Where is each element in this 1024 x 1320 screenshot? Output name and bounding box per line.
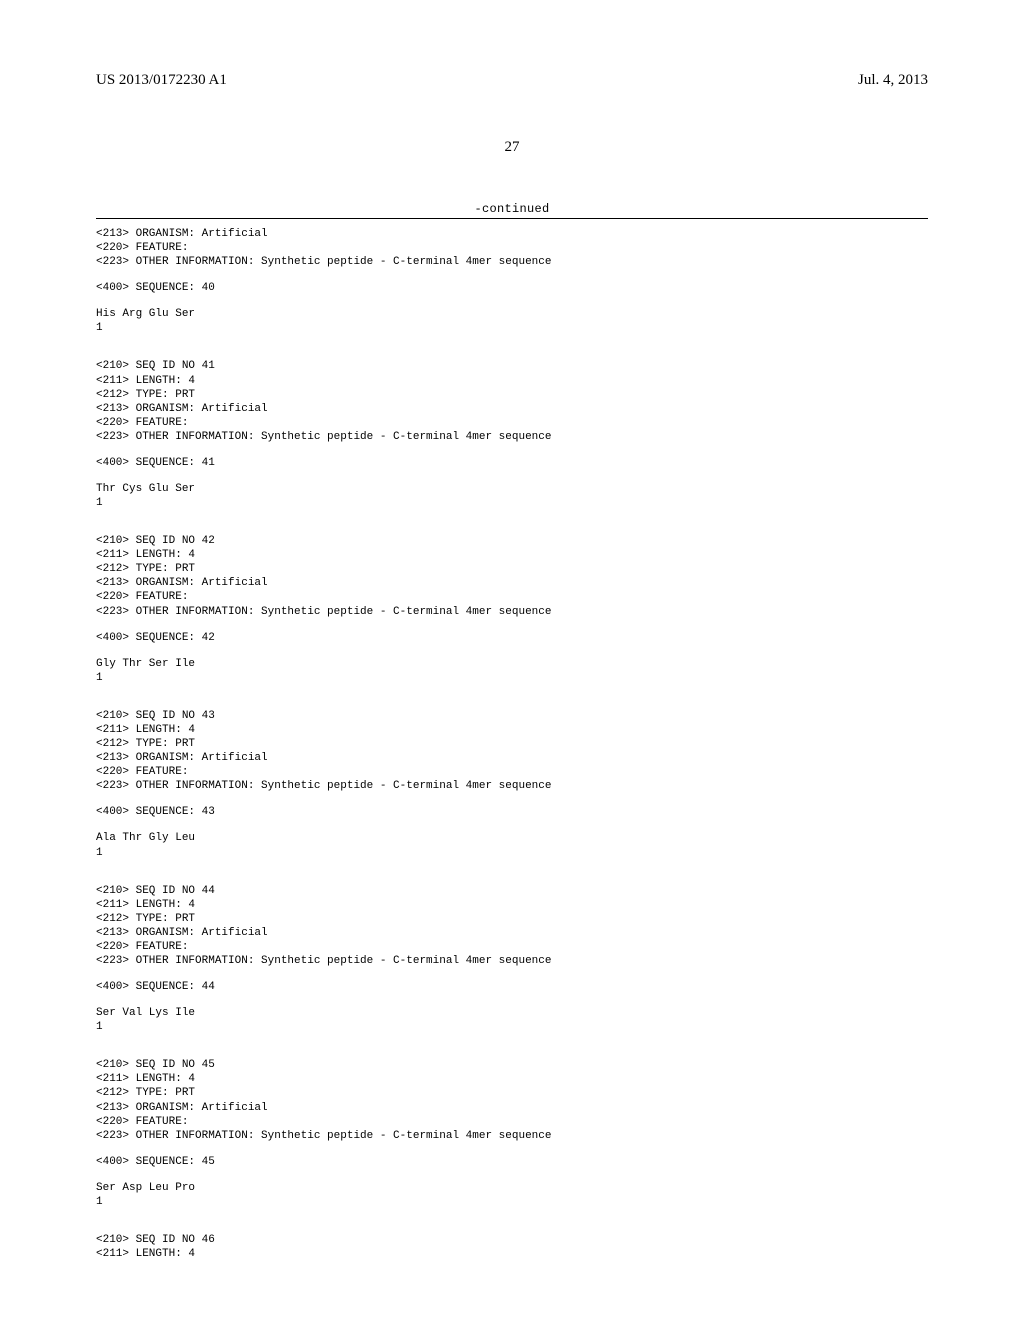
listing-line: 1 (96, 671, 928, 685)
listing-line: 1 (96, 846, 928, 860)
listing-line: <223> OTHER INFORMATION: Synthetic pepti… (96, 430, 928, 444)
listing-line: Gly Thr Ser Ile (96, 657, 928, 671)
publication-date: Jul. 4, 2013 (858, 72, 928, 89)
listing-line: <211> LENGTH: 4 (96, 548, 928, 562)
listing-line: <211> LENGTH: 4 (96, 374, 928, 388)
listing-line: <212> TYPE: PRT (96, 388, 928, 402)
listing-line: <211> LENGTH: 4 (96, 1247, 928, 1261)
page-header: US 2013/0172230 A1 Jul. 4, 2013 (96, 72, 928, 89)
listing-line: <400> SEQUENCE: 45 (96, 1155, 928, 1169)
listing-line: <223> OTHER INFORMATION: Synthetic pepti… (96, 954, 928, 968)
listing-line: <400> SEQUENCE: 44 (96, 980, 928, 994)
listing-line: <213> ORGANISM: Artificial (96, 1101, 928, 1115)
listing-line: <212> TYPE: PRT (96, 912, 928, 926)
listing-line: Thr Cys Glu Ser (96, 482, 928, 496)
blank-line (96, 444, 928, 456)
blank-line (96, 645, 928, 657)
listing-line: <400> SEQUENCE: 41 (96, 456, 928, 470)
listing-line: 1 (96, 1195, 928, 1209)
listing-line: Ser Val Lys Ile (96, 1006, 928, 1020)
blank-line (96, 968, 928, 980)
listing-line: 1 (96, 1020, 928, 1034)
blank-line (96, 1169, 928, 1181)
listing-line: <210> SEQ ID NO 43 (96, 709, 928, 723)
listing-line: His Arg Glu Ser (96, 307, 928, 321)
listing-line: <213> ORGANISM: Artificial (96, 926, 928, 940)
blank-line (96, 470, 928, 482)
listing-line: <223> OTHER INFORMATION: Synthetic pepti… (96, 605, 928, 619)
listing-line: <210> SEQ ID NO 41 (96, 359, 928, 373)
listing-line: <220> FEATURE: (96, 765, 928, 779)
listing-line: <213> ORGANISM: Artificial (96, 751, 928, 765)
listing-line: <211> LENGTH: 4 (96, 898, 928, 912)
listing-line: <220> FEATURE: (96, 241, 928, 255)
listing-line: <212> TYPE: PRT (96, 562, 928, 576)
sequence-listing: <213> ORGANISM: Artificial<220> FEATURE:… (96, 227, 928, 1261)
listing-line: <210> SEQ ID NO 46 (96, 1233, 928, 1247)
listing-line: <223> OTHER INFORMATION: Synthetic pepti… (96, 1129, 928, 1143)
blank-line (96, 335, 928, 359)
listing-line: <223> OTHER INFORMATION: Synthetic pepti… (96, 255, 928, 269)
listing-line: <211> LENGTH: 4 (96, 723, 928, 737)
blank-line (96, 1034, 928, 1058)
listing-line: <400> SEQUENCE: 43 (96, 805, 928, 819)
listing-line: <210> SEQ ID NO 45 (96, 1058, 928, 1072)
page-number: 27 (96, 139, 928, 156)
listing-line: <212> TYPE: PRT (96, 1086, 928, 1100)
page: US 2013/0172230 A1 Jul. 4, 2013 27 -cont… (0, 0, 1024, 1320)
blank-line (96, 819, 928, 831)
listing-line: <210> SEQ ID NO 42 (96, 534, 928, 548)
listing-line: Ala Thr Gly Leu (96, 831, 928, 845)
listing-line: <400> SEQUENCE: 40 (96, 281, 928, 295)
listing-line: <220> FEATURE: (96, 940, 928, 954)
blank-line (96, 793, 928, 805)
blank-line (96, 860, 928, 884)
listing-line: <213> ORGANISM: Artificial (96, 576, 928, 590)
top-rule (96, 218, 928, 219)
blank-line (96, 1143, 928, 1155)
listing-line: <211> LENGTH: 4 (96, 1072, 928, 1086)
blank-line (96, 295, 928, 307)
listing-line: <213> ORGANISM: Artificial (96, 227, 928, 241)
publication-number: US 2013/0172230 A1 (96, 72, 227, 89)
continued-label: -continued (96, 202, 928, 216)
listing-line: <212> TYPE: PRT (96, 737, 928, 751)
listing-line: 1 (96, 321, 928, 335)
listing-line: <220> FEATURE: (96, 1115, 928, 1129)
listing-line: <220> FEATURE: (96, 590, 928, 604)
blank-line (96, 685, 928, 709)
listing-line: <210> SEQ ID NO 44 (96, 884, 928, 898)
listing-line: 1 (96, 496, 928, 510)
blank-line (96, 269, 928, 281)
listing-line: <220> FEATURE: (96, 416, 928, 430)
blank-line (96, 619, 928, 631)
blank-line (96, 994, 928, 1006)
listing-line: <213> ORGANISM: Artificial (96, 402, 928, 416)
blank-line (96, 1209, 928, 1233)
listing-line: <223> OTHER INFORMATION: Synthetic pepti… (96, 779, 928, 793)
listing-line: <400> SEQUENCE: 42 (96, 631, 928, 645)
blank-line (96, 510, 928, 534)
listing-line: Ser Asp Leu Pro (96, 1181, 928, 1195)
